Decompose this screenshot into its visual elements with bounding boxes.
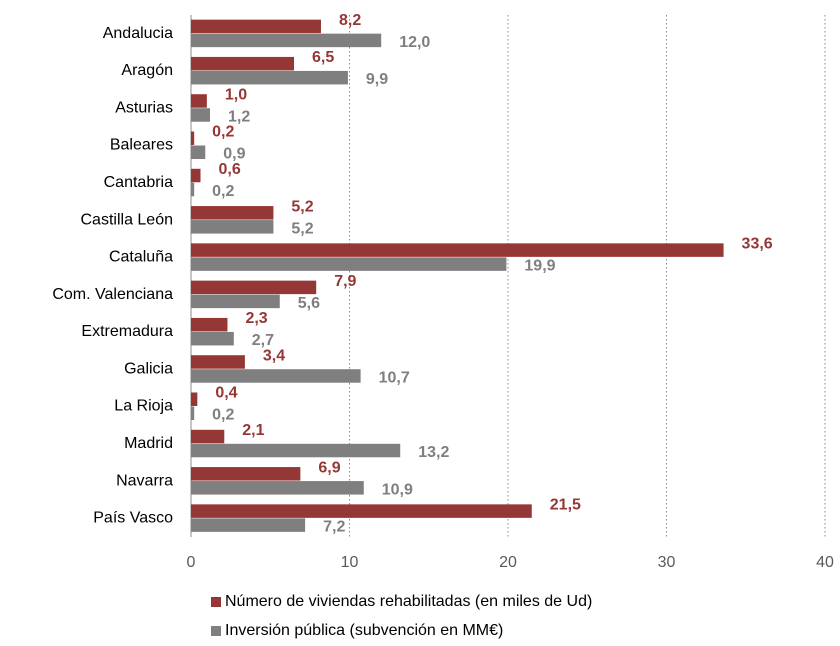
data-label: 0,2 xyxy=(212,124,234,141)
data-label: 9,9 xyxy=(366,71,388,88)
bar xyxy=(191,317,228,332)
bar xyxy=(191,206,274,220)
data-label: 0,4 xyxy=(215,385,237,402)
data-label: 5,2 xyxy=(291,198,313,215)
x-tick-label: 10 xyxy=(341,554,359,571)
bar xyxy=(191,220,274,234)
data-label: 8,2 xyxy=(339,12,361,29)
y-tick-label: Cataluña xyxy=(109,249,173,266)
x-tick-label: 40 xyxy=(816,554,834,571)
data-label: 1,0 xyxy=(225,86,247,103)
legend-swatch xyxy=(211,626,221,636)
data-label: 21,5 xyxy=(550,497,581,514)
y-tick-label: Andalucia xyxy=(103,25,173,42)
data-label: 7,9 xyxy=(334,273,356,290)
bar xyxy=(191,70,348,85)
data-label: 1,2 xyxy=(228,108,250,125)
bar xyxy=(191,392,198,406)
legend-label: Número de viviendas rehabilitadas (en mi… xyxy=(225,593,592,610)
data-label: 6,5 xyxy=(312,49,334,66)
y-tick-label: Aragón xyxy=(121,62,173,79)
y-tick-label: Cantabria xyxy=(104,174,173,191)
bar xyxy=(191,429,225,444)
data-label: 33,6 xyxy=(742,236,773,253)
bar xyxy=(191,518,306,532)
data-label: 13,2 xyxy=(418,444,449,461)
bar xyxy=(191,56,295,71)
data-label: 5,6 xyxy=(298,295,320,312)
data-label: 5,2 xyxy=(291,220,313,237)
legend-swatch xyxy=(211,597,221,607)
data-label: 10,9 xyxy=(382,481,413,498)
data-label: 0,2 xyxy=(212,407,234,424)
bar xyxy=(191,19,321,34)
data-label: 2,1 xyxy=(242,422,264,439)
data-label: 3,4 xyxy=(263,347,285,364)
bar xyxy=(191,182,195,197)
data-label: 6,9 xyxy=(318,459,340,476)
y-tick-label: Com. Valenciana xyxy=(52,286,173,303)
data-label: 12,0 xyxy=(399,34,430,51)
data-label: 0,6 xyxy=(219,161,241,178)
bar xyxy=(191,94,207,108)
y-tick-label: Asturias xyxy=(115,99,173,116)
data-label: 0,2 xyxy=(212,183,234,200)
bar xyxy=(191,108,211,122)
data-label: 19,9 xyxy=(524,258,555,275)
y-tick-label: La Rioja xyxy=(114,398,173,415)
legend-label: Inversión pública (subvención en MM€) xyxy=(225,622,503,639)
bar xyxy=(191,481,364,495)
bar xyxy=(191,243,724,257)
x-tick-label: 30 xyxy=(658,554,676,571)
bar xyxy=(191,131,195,145)
data-label: 0,9 xyxy=(223,146,245,163)
y-tick-label: Madrid xyxy=(124,435,173,452)
bar xyxy=(191,280,317,295)
bar xyxy=(191,504,532,518)
bar xyxy=(191,406,195,420)
bar xyxy=(191,355,245,369)
data-label: 7,2 xyxy=(323,519,345,536)
y-tick-label: Navarra xyxy=(116,472,173,489)
x-tick-label: 20 xyxy=(499,554,517,571)
bar xyxy=(191,467,301,481)
y-tick-label: Castilla León xyxy=(81,211,174,228)
y-tick-label: Galicia xyxy=(124,360,173,377)
y-tick-label: Extremadura xyxy=(81,323,173,340)
y-tick-label: País Vasco xyxy=(93,510,173,527)
data-label: 2,7 xyxy=(252,332,274,349)
bar xyxy=(191,294,280,309)
bar xyxy=(191,257,507,271)
data-label: 2,3 xyxy=(245,310,267,327)
x-tick-label: 0 xyxy=(187,554,196,571)
bar xyxy=(191,331,234,346)
bar xyxy=(191,33,382,48)
bar xyxy=(191,443,401,458)
bar xyxy=(191,145,206,159)
bar xyxy=(191,168,201,183)
data-label: 10,7 xyxy=(379,369,410,386)
bar xyxy=(191,369,361,383)
y-tick-label: Baleares xyxy=(110,137,173,154)
